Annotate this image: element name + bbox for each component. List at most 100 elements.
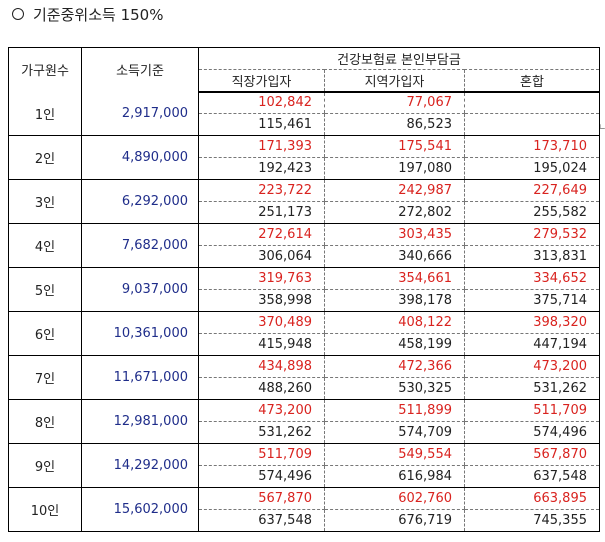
- household-size: 7인: [8, 355, 82, 400]
- income-threshold: 10,361,000: [81, 311, 199, 356]
- premium-table: 가구원수 소득기준 건강보험료 본인부담금 직장가입자 지역가입자 혼합 1인 2…: [8, 47, 600, 532]
- table-row: 3인 6,292,000 223,722 242,987 227,649: [8, 179, 600, 224]
- regional-value-lower: 272,802: [324, 201, 465, 224]
- mixed-value-upper: 279,532: [464, 223, 600, 246]
- regional-value-upper: 354,661: [324, 267, 465, 290]
- mixed-value-lower: 447,194: [464, 333, 600, 356]
- header-household: 가구원수: [8, 47, 82, 92]
- employee-value-lower: 358,998: [198, 289, 325, 312]
- header-premium-group: 건강보험료 본인부담금: [198, 47, 600, 70]
- income-threshold: 14,292,000: [81, 443, 199, 488]
- table-row: 415,948 458,199 447,194: [9, 333, 600, 356]
- regional-value-upper: 408,122: [324, 311, 465, 334]
- mixed-value-lower: 375,714: [464, 289, 600, 312]
- employee-value-upper: 434,898: [198, 355, 325, 378]
- employee-value-upper: 102,842: [198, 91, 325, 114]
- employee-value-lower: 637,548: [198, 509, 325, 532]
- employee-value-lower: 531,262: [198, 421, 325, 444]
- income-threshold: 7,682,000: [81, 223, 199, 268]
- table-row: 115,461 86,523: [9, 113, 600, 136]
- income-threshold: 12,981,000: [81, 399, 199, 444]
- regional-value-lower: 197,080: [324, 157, 465, 180]
- income-threshold: 6,292,000: [81, 179, 199, 224]
- table-row: 358,998 398,178 375,714: [9, 289, 600, 312]
- income-threshold: 2,917,000: [81, 91, 199, 136]
- employee-value-lower: 192,423: [198, 157, 325, 180]
- mixed-value-lower: 195,024: [464, 157, 600, 180]
- household-size: 1인: [8, 91, 82, 136]
- mixed-value-lower: 313,831: [464, 245, 600, 268]
- employee-value-upper: 272,614: [198, 223, 325, 246]
- mixed-value-upper: [464, 91, 600, 114]
- employee-value-upper: 319,763: [198, 267, 325, 290]
- regional-value-lower: 676,719: [324, 509, 465, 532]
- mixed-value-upper: 227,649: [464, 179, 600, 202]
- employee-value-lower: 574,496: [198, 465, 325, 488]
- employee-value-lower: 115,461: [198, 113, 325, 136]
- header-income: 소득기준: [81, 47, 199, 92]
- employee-value-lower: 488,260: [198, 377, 325, 400]
- employee-value-upper: 567,870: [198, 487, 325, 510]
- income-threshold: 11,671,000: [81, 355, 199, 400]
- mixed-value-upper: 663,895: [464, 487, 600, 510]
- table-row: 6인 10,361,000 370,489 408,122 398,320: [8, 311, 600, 356]
- table-row: 637,548 676,719 745,355: [9, 509, 600, 532]
- income-threshold: 4,890,000: [81, 135, 199, 180]
- household-size: 4인: [8, 223, 82, 268]
- regional-value-upper: 175,541: [324, 135, 465, 158]
- employee-value-upper: 370,489: [198, 311, 325, 334]
- table-row: 2인 4,890,000 171,393 175,541 173,710: [8, 135, 600, 180]
- section-heading-text: 기준중위소득 150%: [33, 5, 164, 24]
- regional-value-upper: 549,554: [324, 443, 465, 466]
- mixed-value-upper: 511,709: [464, 399, 600, 422]
- mixed-value-lower: [464, 113, 600, 136]
- table-row: 251,173 272,802 255,582: [9, 201, 600, 224]
- regional-value-lower: 340,666: [324, 245, 465, 268]
- employee-value-lower: 251,173: [198, 201, 325, 224]
- income-threshold: 9,037,000: [81, 267, 199, 312]
- table-row: 1인 2,917,000 102,842 77,067: [8, 91, 600, 136]
- mixed-value-lower: 745,355: [464, 509, 600, 532]
- household-size: 2인: [8, 135, 82, 180]
- regional-value-lower: 574,709: [324, 421, 465, 444]
- table-row: 5인 9,037,000 319,763 354,661 334,652: [8, 267, 600, 312]
- mixed-value-upper: 334,652: [464, 267, 600, 290]
- regional-value-lower: 616,984: [324, 465, 465, 488]
- employee-value-upper: 223,722: [198, 179, 325, 202]
- employee-value-upper: 171,393: [198, 135, 325, 158]
- regional-value-upper: 303,435: [324, 223, 465, 246]
- table-row: 9인 14,292,000 511,709 549,554 567,870: [8, 443, 600, 488]
- regional-value-upper: 511,899: [324, 399, 465, 422]
- circle-bullet-icon: [12, 8, 24, 20]
- mixed-value-upper: 473,200: [464, 355, 600, 378]
- table-row: 4인 7,682,000 272,614 303,435 279,532: [8, 223, 600, 268]
- mixed-value-lower: 574,496: [464, 421, 600, 444]
- employee-value-lower: 415,948: [198, 333, 325, 356]
- regional-value-lower: 530,325: [324, 377, 465, 400]
- section-heading: 기준중위소득 150%: [12, 3, 163, 25]
- header-employee: 직장가입자: [198, 69, 325, 93]
- header-mixed: 혼합: [464, 69, 600, 93]
- employee-value-upper: 473,200: [198, 399, 325, 422]
- regional-value-upper: 602,760: [324, 487, 465, 510]
- table-row: 7인 11,671,000 434,898 472,366 473,200: [8, 355, 600, 400]
- employee-value-lower: 306,064: [198, 245, 325, 268]
- mixed-value-upper: 567,870: [464, 443, 600, 466]
- regional-value-upper: 242,987: [324, 179, 465, 202]
- mixed-value-upper: 173,710: [464, 135, 600, 158]
- household-size: 9인: [8, 443, 82, 488]
- regional-value-lower: 458,199: [324, 333, 465, 356]
- table-row: 192,423 197,080 195,024: [9, 157, 600, 180]
- household-size: 5인: [8, 267, 82, 312]
- table-row: 10인 15,602,000 567,870 602,760 663,895: [8, 487, 600, 532]
- household-size: 6인: [8, 311, 82, 356]
- table-row: 306,064 340,666 313,831: [9, 245, 600, 268]
- mixed-value-lower: 255,582: [464, 201, 600, 224]
- regional-value-lower: 86,523: [324, 113, 465, 136]
- household-size: 3인: [8, 179, 82, 224]
- household-size: 8인: [8, 399, 82, 444]
- table-row: 8인 12,981,000 473,200 511,899 511,709: [8, 399, 600, 444]
- table-row: 574,496 616,984 637,548: [9, 465, 600, 488]
- mixed-value-lower: 637,548: [464, 465, 600, 488]
- regional-value-upper: 472,366: [324, 355, 465, 378]
